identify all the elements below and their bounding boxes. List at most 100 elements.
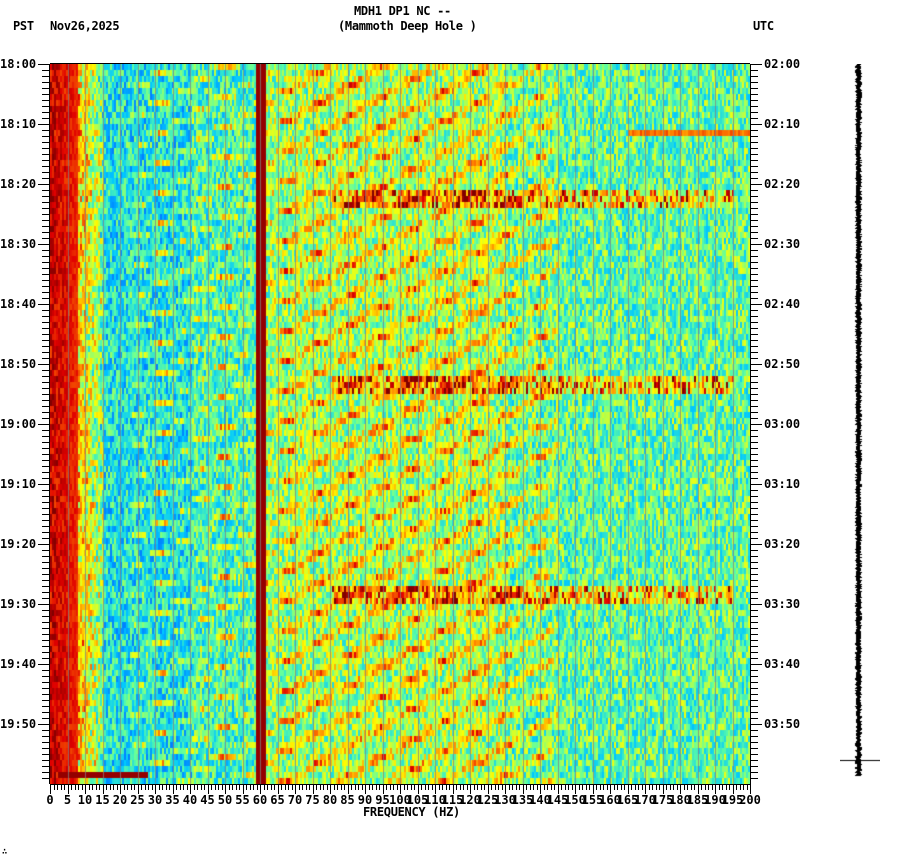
left-tick bbox=[42, 508, 50, 509]
right-tick bbox=[750, 322, 758, 323]
x-tick bbox=[652, 784, 653, 790]
left-tick bbox=[42, 112, 50, 113]
left-tick bbox=[42, 502, 50, 503]
left-tick bbox=[42, 256, 50, 257]
right-tick bbox=[750, 214, 758, 215]
x-tick-label: 125 bbox=[476, 793, 499, 807]
x-tick bbox=[162, 784, 163, 790]
left-tick bbox=[42, 466, 50, 467]
x-tick bbox=[540, 784, 541, 794]
right-tick bbox=[750, 76, 758, 77]
x-tick bbox=[288, 784, 289, 790]
x-tick-label: 185 bbox=[686, 793, 709, 807]
x-tick bbox=[631, 784, 632, 790]
x-tick bbox=[568, 784, 569, 790]
right-tick bbox=[750, 280, 758, 281]
left-tick bbox=[42, 748, 50, 749]
right-tick bbox=[750, 706, 758, 707]
x-tick-label: 90 bbox=[357, 793, 373, 807]
x-tick bbox=[246, 784, 247, 790]
right-tick bbox=[750, 154, 758, 155]
axis-line-right bbox=[750, 64, 751, 784]
right-tick bbox=[750, 484, 762, 485]
left-tick bbox=[42, 358, 50, 359]
x-tick bbox=[740, 784, 741, 790]
right-tick bbox=[750, 358, 758, 359]
left-tick bbox=[42, 652, 50, 653]
right-tick bbox=[750, 418, 758, 419]
right-tick bbox=[750, 274, 758, 275]
x-tick bbox=[57, 784, 58, 790]
x-tick-label: 35 bbox=[165, 793, 180, 807]
left-tick bbox=[42, 382, 50, 383]
x-tick bbox=[656, 784, 657, 790]
x-tick bbox=[127, 784, 128, 790]
x-tick bbox=[572, 784, 573, 790]
x-tick bbox=[341, 784, 342, 790]
x-tick bbox=[197, 784, 198, 790]
x-tick bbox=[617, 784, 618, 790]
x-tick bbox=[113, 784, 114, 790]
x-tick bbox=[152, 784, 153, 790]
x-tick bbox=[99, 784, 100, 790]
right-tick bbox=[750, 664, 762, 665]
x-tick bbox=[397, 784, 398, 790]
x-tick bbox=[701, 784, 702, 790]
x-tick bbox=[393, 784, 394, 790]
right-tick bbox=[750, 676, 758, 677]
right-tick bbox=[750, 670, 758, 671]
right-tick bbox=[750, 766, 758, 767]
x-tick bbox=[257, 784, 258, 790]
right-tick bbox=[750, 400, 758, 401]
right-tick bbox=[750, 184, 762, 185]
left-tick bbox=[42, 298, 50, 299]
left-tick bbox=[42, 148, 50, 149]
left-tick bbox=[42, 292, 50, 293]
footer-mark: ∴ bbox=[2, 847, 8, 857]
right-tick bbox=[750, 646, 758, 647]
x-tick bbox=[400, 784, 401, 794]
left-tick bbox=[42, 412, 50, 413]
x-tick bbox=[722, 784, 723, 790]
seismogram-trace bbox=[840, 64, 880, 784]
right-tick bbox=[750, 562, 758, 563]
left-tick bbox=[42, 718, 50, 719]
x-tick bbox=[736, 784, 737, 790]
x-tick bbox=[183, 784, 184, 790]
axis-line-bottom bbox=[50, 784, 750, 785]
left-tick bbox=[42, 232, 50, 233]
x-tick bbox=[470, 784, 471, 794]
left-tick bbox=[42, 106, 50, 107]
right-tick bbox=[750, 70, 758, 71]
left-tick bbox=[42, 394, 50, 395]
right-tick bbox=[750, 118, 758, 119]
right-tick bbox=[750, 472, 758, 473]
left-tick bbox=[42, 316, 50, 317]
right-tick bbox=[750, 628, 758, 629]
x-tick bbox=[463, 784, 464, 790]
x-tick bbox=[747, 784, 748, 790]
left-tick bbox=[42, 250, 50, 251]
x-tick bbox=[166, 784, 167, 790]
x-tick bbox=[642, 784, 643, 790]
right-tick bbox=[750, 742, 758, 743]
right-tick bbox=[750, 364, 762, 365]
left-time-label: 19:10 bbox=[0, 477, 37, 491]
right-time-label: 02:50 bbox=[764, 357, 801, 371]
x-tick bbox=[551, 784, 552, 790]
x-tick bbox=[54, 784, 55, 790]
x-tick bbox=[271, 784, 272, 790]
left-tick bbox=[42, 496, 50, 497]
x-tick bbox=[278, 784, 279, 794]
left-tick bbox=[42, 562, 50, 563]
x-tick bbox=[89, 784, 90, 790]
x-tick bbox=[306, 784, 307, 790]
left-tick bbox=[42, 532, 50, 533]
x-tick bbox=[243, 784, 244, 794]
x-tick bbox=[621, 784, 622, 790]
x-tick bbox=[635, 784, 636, 790]
x-tick bbox=[190, 784, 191, 794]
x-tick bbox=[502, 784, 503, 790]
right-tick bbox=[750, 94, 758, 95]
left-tick bbox=[38, 304, 50, 305]
